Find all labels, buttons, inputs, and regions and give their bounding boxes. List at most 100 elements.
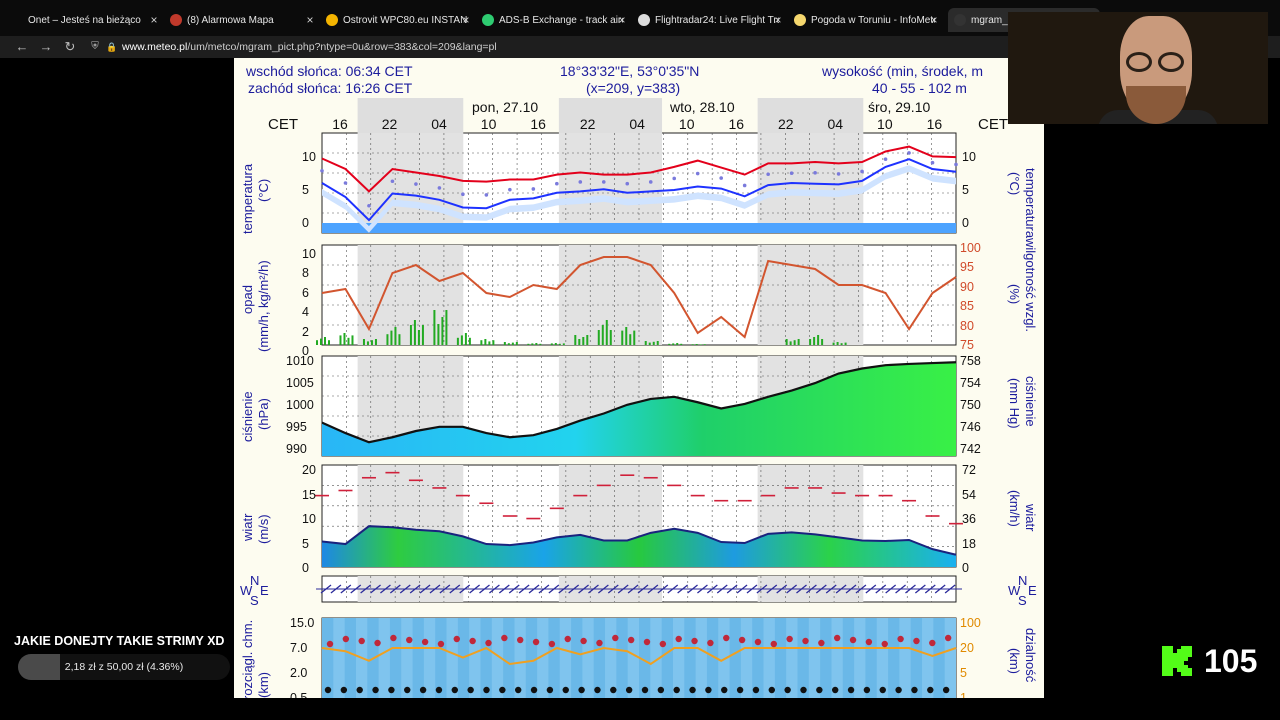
cloud-column xyxy=(593,618,606,698)
temp-dewpoint-point xyxy=(601,180,606,184)
precip-bar xyxy=(511,342,514,345)
glasses-icon xyxy=(1126,52,1152,72)
precip-tick: 2 xyxy=(302,324,309,339)
tab-close-icon[interactable]: × xyxy=(462,13,470,27)
tab-close-icon[interactable]: × xyxy=(150,13,158,27)
night-shade-header xyxy=(357,98,464,133)
tab-favicon-icon xyxy=(638,14,650,26)
humidity-tick: 95 xyxy=(960,260,974,275)
precip-bar xyxy=(680,343,683,345)
elevation-values: 40 - 55 - 102 m xyxy=(872,80,967,96)
tab-close-icon[interactable]: × xyxy=(306,13,314,27)
precip-bar xyxy=(676,343,679,345)
browser-tab[interactable]: Ostrovit WPC80.eu INSTANT × xyxy=(326,8,472,32)
temp-tick: 10 xyxy=(302,150,316,164)
browser-tab[interactable]: Flightradar24: Live Flight Tra × xyxy=(638,8,784,32)
precip-bar xyxy=(394,327,397,345)
day-label: pon, 27.10 xyxy=(472,99,539,115)
tab-favicon-icon xyxy=(170,14,182,26)
cloud-base-point xyxy=(879,686,886,694)
cloud-base-point xyxy=(657,686,665,694)
tab-title: (8) Alarmowa Mapa xyxy=(187,14,274,26)
mmhg-tick: 742 xyxy=(960,442,981,456)
tab-close-icon[interactable]: × xyxy=(930,13,938,27)
cloud-top-point xyxy=(849,636,857,644)
browser-tab[interactable]: ADS-B Exchange - track aircr × xyxy=(482,8,628,32)
cloud-top-point xyxy=(786,635,793,643)
precip-bar xyxy=(605,320,608,345)
kmh-tick: 72 xyxy=(962,463,976,477)
cloud-top-point xyxy=(818,639,825,647)
precip-bar xyxy=(609,330,612,345)
cloud-tick: 0.5 xyxy=(290,691,308,698)
cloud-column xyxy=(820,618,832,698)
temp-dewpoint-point xyxy=(860,169,864,174)
precip-tick: 4 xyxy=(302,305,309,320)
temp-dewpoint-point xyxy=(789,171,794,175)
precip-tick: 10 xyxy=(302,247,316,261)
browser-tab[interactable]: (8) Alarmowa Mapa × xyxy=(170,8,316,32)
temp-dewpoint-point xyxy=(508,187,512,192)
browser-tab[interactable]: Pogoda w Toruniu - InfoMeteo × xyxy=(794,8,940,32)
tab-close-icon[interactable]: × xyxy=(618,13,626,27)
forward-icon[interactable]: → xyxy=(39,39,53,54)
precip-bar xyxy=(398,334,401,345)
precip-bar xyxy=(578,339,581,345)
lock-icon[interactable]: 🔒 xyxy=(106,42,118,52)
wind-tick: 15 xyxy=(302,487,316,502)
cloud-base-point xyxy=(689,686,696,694)
precip-bar xyxy=(817,335,820,345)
cloud-base-point xyxy=(404,686,411,694)
cloud-base-point xyxy=(927,686,934,694)
cloud-base-point xyxy=(372,686,379,694)
temp-dewpoint-point xyxy=(695,171,700,176)
mmhg-tick: 754 xyxy=(960,376,981,390)
cloud-base-point xyxy=(419,686,427,694)
cloud-tick: 2.0 xyxy=(290,666,308,680)
cloud-base-point xyxy=(515,686,522,694)
precip-bar xyxy=(644,341,647,345)
cloud-unit: (km) xyxy=(256,672,271,698)
browser-tab[interactable]: Onet – Jesteś na bieżąco × xyxy=(14,8,160,32)
precip-bar xyxy=(343,333,346,345)
hour-label: 16 xyxy=(530,116,546,132)
precip-bar xyxy=(550,343,553,345)
tab-title: ADS-B Exchange - track aircr xyxy=(499,14,623,26)
precip-bar xyxy=(789,341,792,345)
humidity-unit: (%) xyxy=(1007,284,1022,305)
url-field[interactable]: www.meteo.pl/um/metco/mgram_pict.php?nty… xyxy=(122,38,1022,56)
cloud-base-point xyxy=(768,686,775,694)
shield-icon[interactable]: ⛨ xyxy=(91,41,99,52)
cloud-base-point xyxy=(847,686,855,694)
hour-label: 16 xyxy=(728,116,745,132)
reload-icon[interactable]: ↻ xyxy=(64,39,76,54)
cloud-column xyxy=(322,618,334,698)
precip-bar xyxy=(539,343,542,345)
cloud-top-point xyxy=(944,634,952,642)
cloud-top-point xyxy=(501,634,508,642)
precip-bar xyxy=(413,320,416,345)
cloud-top-point xyxy=(834,634,841,642)
precip-bar xyxy=(464,333,467,345)
precip-unit: (mm/h, kg/m²/h) xyxy=(256,260,271,352)
cloud-column xyxy=(774,618,787,698)
cloud-base-point xyxy=(863,686,871,694)
precip-bar xyxy=(554,343,557,345)
precip-bar xyxy=(813,337,816,345)
cloud-base-point xyxy=(578,686,585,694)
tab-close-icon[interactable]: × xyxy=(774,13,782,27)
temp-label-right: temperatura xyxy=(1023,168,1038,239)
precip-bar xyxy=(445,310,448,345)
humidity-label: wilgotność wzgl. xyxy=(1023,238,1038,332)
precip-bar xyxy=(417,330,420,345)
visibility-tick: 20 xyxy=(960,641,974,655)
cloud-base-point xyxy=(911,686,918,694)
elevation-label: wysokość (min, środek, m xyxy=(822,63,984,79)
precip-bar xyxy=(320,338,322,345)
night-shade-header xyxy=(558,98,663,133)
temp-ground-band xyxy=(322,223,956,233)
cloud-label: rozciągl. chm. xyxy=(240,619,255,698)
back-icon[interactable]: ← xyxy=(15,39,29,54)
tab-favicon-icon xyxy=(794,14,806,26)
wind-tick: 20 xyxy=(302,463,316,477)
